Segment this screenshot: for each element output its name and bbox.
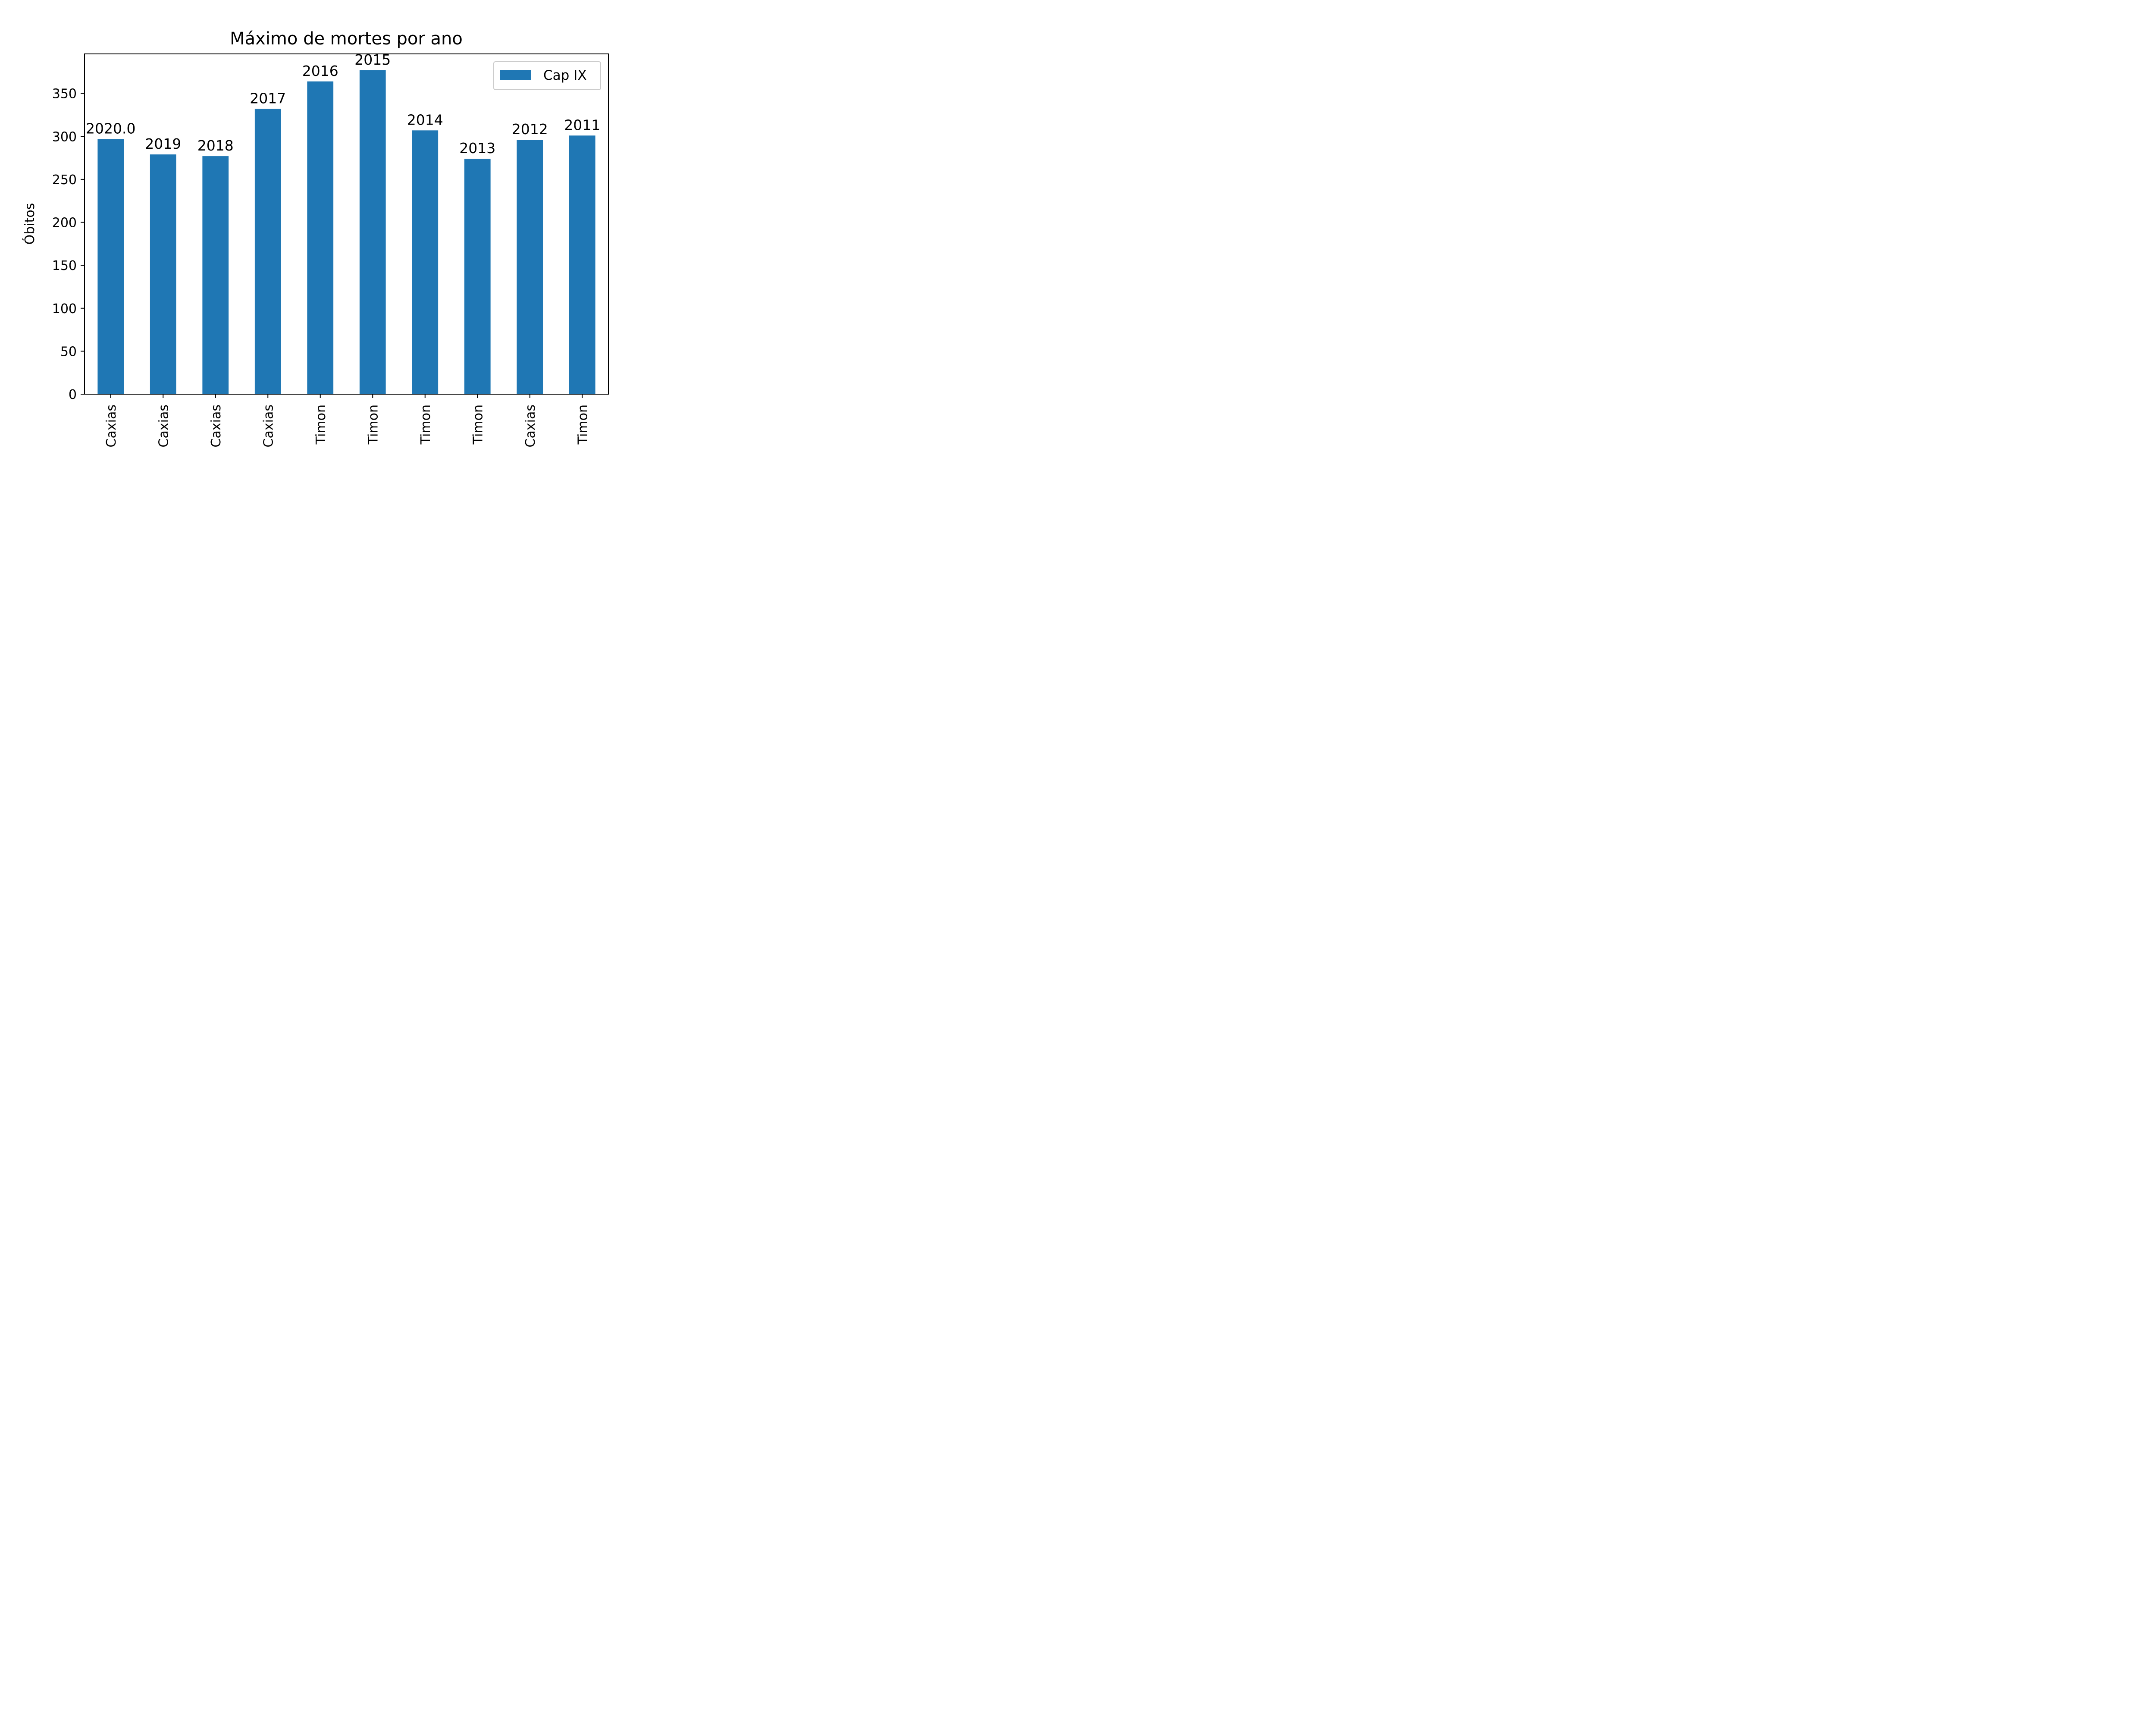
- bar: [412, 130, 439, 394]
- bar-value-label: 2019: [145, 135, 181, 152]
- y-tick-label: 150: [52, 258, 77, 273]
- bar-value-label: 2014: [407, 111, 443, 128]
- bar: [97, 139, 124, 394]
- x-tick-label: Caxias: [104, 405, 119, 447]
- bar: [150, 154, 176, 394]
- x-tick-label: Timon: [470, 405, 486, 445]
- x-tick-label: Timon: [313, 405, 329, 445]
- bar-value-label: 2011: [564, 116, 600, 133]
- bar-value-label: 2016: [302, 63, 338, 79]
- chart-container: Máximo de mortes por ano 2020.0 2019 2018 2…: [0, 0, 667, 451]
- x-tick-label: Caxias: [523, 405, 538, 447]
- y-tick-label: 300: [52, 129, 77, 144]
- x-tick-label: Timon: [418, 405, 433, 445]
- bar: [464, 159, 491, 394]
- x-tick-label: Caxias: [209, 405, 224, 447]
- x-tick-label: Caxias: [261, 405, 276, 447]
- x-tick-label: Caxias: [156, 405, 171, 447]
- chart-title: Máximo de mortes por ano: [230, 29, 463, 49]
- y-tick-label: 0: [69, 387, 77, 402]
- y-tick-label: 100: [52, 301, 77, 317]
- bar: [254, 109, 281, 395]
- bar: [202, 156, 229, 394]
- bar-value-label: 2012: [512, 121, 548, 138]
- plot-frame: [84, 53, 609, 395]
- y-tick-label: 350: [52, 87, 77, 102]
- bar-chart: Máximo de mortes por ano 2020.0 2019 2018 2…: [22, 29, 609, 447]
- bar: [569, 135, 595, 395]
- y-tick-label: 250: [52, 172, 77, 188]
- x-tick-label: Timon: [575, 405, 590, 445]
- x-tick-label: Timon: [366, 405, 381, 445]
- bar-value-label: 2018: [197, 137, 234, 154]
- bars-layer: [97, 70, 595, 395]
- bar-value-label: 2020.0: [86, 120, 135, 137]
- legend-swatch: [500, 70, 531, 80]
- legend: Cap IX: [493, 61, 601, 90]
- bar: [359, 70, 386, 394]
- legend-box: [493, 61, 601, 90]
- x-axis-ticks: Caxias Caxias Caxias Caxias Timon Timon Timon T…: [104, 394, 590, 447]
- bar-value-label: 2013: [459, 140, 495, 157]
- y-axis-ticks: 0 50 100 150 200 250 300 350: [52, 87, 85, 402]
- y-tick-label: 50: [60, 344, 77, 359]
- y-axis-label: Óbitos: [22, 203, 38, 245]
- bar-value-label: 2017: [250, 90, 286, 107]
- bar: [307, 81, 334, 394]
- legend-label: Cap IX: [543, 68, 587, 83]
- bar: [517, 140, 543, 394]
- y-tick-label: 200: [52, 216, 77, 231]
